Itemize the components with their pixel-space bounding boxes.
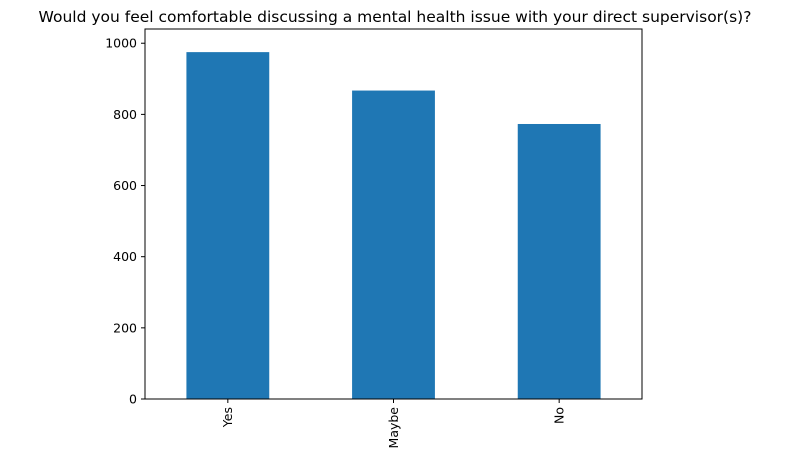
y-tick-label: 0 bbox=[129, 392, 137, 407]
y-tick-label: 600 bbox=[113, 178, 137, 193]
y-axis: 0 200 400 600 800 1000 bbox=[105, 36, 145, 407]
x-axis: Yes Maybe No bbox=[220, 399, 567, 449]
chart-title: Would you feel comfortable discussing a … bbox=[39, 8, 752, 26]
y-tick-label: 200 bbox=[113, 320, 137, 335]
x-tick-label-no: No bbox=[552, 407, 567, 424]
plot-frame bbox=[144, 28, 643, 400]
bar-no bbox=[517, 123, 601, 399]
bar-yes bbox=[186, 52, 270, 399]
bar-maybe bbox=[352, 90, 435, 399]
y-tick-label: 400 bbox=[113, 249, 137, 264]
x-tick-label-maybe: Maybe bbox=[386, 407, 401, 449]
x-tick-label-yes: Yes bbox=[220, 407, 235, 428]
y-tick-label: 800 bbox=[113, 107, 137, 122]
y-tick-label: 1000 bbox=[105, 36, 137, 51]
bars-group bbox=[186, 52, 601, 399]
